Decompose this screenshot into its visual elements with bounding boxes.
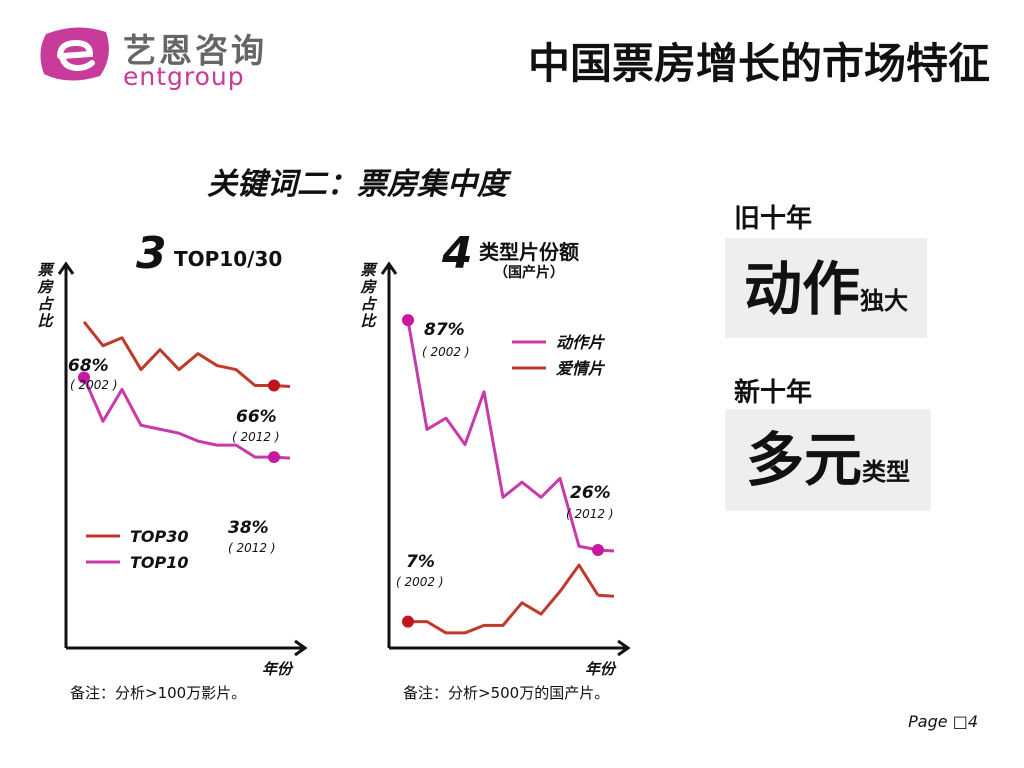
chart2-series-2-tail	[597, 593, 615, 598]
new-decade-keyword: 多元	[745, 426, 862, 494]
chart1-annotation-dot-2	[268, 379, 280, 392]
chart2-series-2-line	[408, 563, 600, 635]
chart1-annotation-year-2: ( 2012 )	[232, 430, 280, 444]
chart2-sublabel: （国产片）	[494, 265, 564, 281]
chart1-legend-label-1: TOP30	[130, 527, 189, 546]
logo-icon	[40, 27, 109, 81]
logo-text-en: entgroup	[123, 62, 245, 91]
chart2-legend-label-2: 爱情片	[556, 359, 606, 378]
chart2-label: 类型片份额	[479, 240, 579, 264]
chart1-annotation-dot-1	[78, 371, 90, 384]
chart2-y-arrow	[380, 261, 398, 275]
chart2-series-1-line	[406, 319, 599, 552]
chart1-annotation-value-1: 68%	[68, 356, 109, 376]
new-decade-suffix: 类型	[862, 458, 910, 486]
chart2-annotation-year-2: ( 2012 )	[566, 507, 614, 521]
chart2-annotation-dot-2	[592, 544, 604, 557]
chart1-legend-label-2: TOP10	[130, 553, 189, 572]
chart2-xlabel: 年份	[585, 660, 616, 678]
chart2-x-arrow	[617, 639, 631, 657]
slide-subtitle: 关键词二：票房集中度	[207, 167, 507, 202]
chart1-number: 3	[136, 228, 167, 279]
chart1-xlabel: 年份	[262, 660, 293, 678]
chart1-label: TOP10/30	[174, 247, 283, 271]
chart1-annotation-year-1: ( 2002 )	[70, 378, 118, 392]
chart2-annotation-year-3: ( 2002 )	[396, 575, 444, 589]
new-decade-label: 新十年	[734, 378, 813, 408]
chart1-series-1-line	[82, 320, 274, 387]
new-decade-box: 多元 类型	[725, 409, 931, 511]
old-decade-suffix: 独大	[860, 287, 908, 315]
chart2-annotation-value-1: 87%	[424, 320, 465, 340]
chart1-annotation-value-2: 66%	[236, 407, 277, 427]
chart2-annotation-dot-3	[402, 615, 414, 628]
logo-text-cn: 艺恩咨询	[123, 31, 267, 70]
chart2-annotation-value-3: 7%	[406, 552, 435, 572]
chart2-number: 4	[442, 228, 473, 279]
chart2-annotation-dot-1	[402, 314, 414, 327]
chart2-ylabel: 票房占比	[360, 261, 376, 330]
chart2-note: 备注：分析>500万的国产片。	[403, 684, 610, 702]
old-decade-box: 动作 独大	[725, 238, 927, 338]
page-number: Page □4	[908, 712, 978, 731]
chart1-annotation-dot-3	[268, 451, 280, 464]
chart2-annotation-year-1: ( 2002 )	[422, 345, 470, 359]
chart1-y-arrow	[57, 261, 75, 275]
chart1-x-arrow	[294, 639, 308, 657]
chart2-annotation-value-2: 26%	[570, 483, 611, 503]
old-decade-keyword: 动作	[743, 255, 860, 323]
chart2-legend-label-1: 动作片	[556, 333, 606, 352]
page-title: 中国票房增长的市场特征	[527, 39, 990, 88]
chart1-annotation-value-3: 38%	[228, 518, 269, 538]
chart1-note: 备注：分析>100万影片。	[70, 684, 247, 702]
chart1-ylabel: 票房占比	[37, 261, 53, 330]
chart1-annotation-year-3: ( 2012 )	[228, 541, 276, 555]
chart1-series-2-line	[82, 376, 274, 459]
old-decade-label: 旧十年	[734, 204, 813, 234]
